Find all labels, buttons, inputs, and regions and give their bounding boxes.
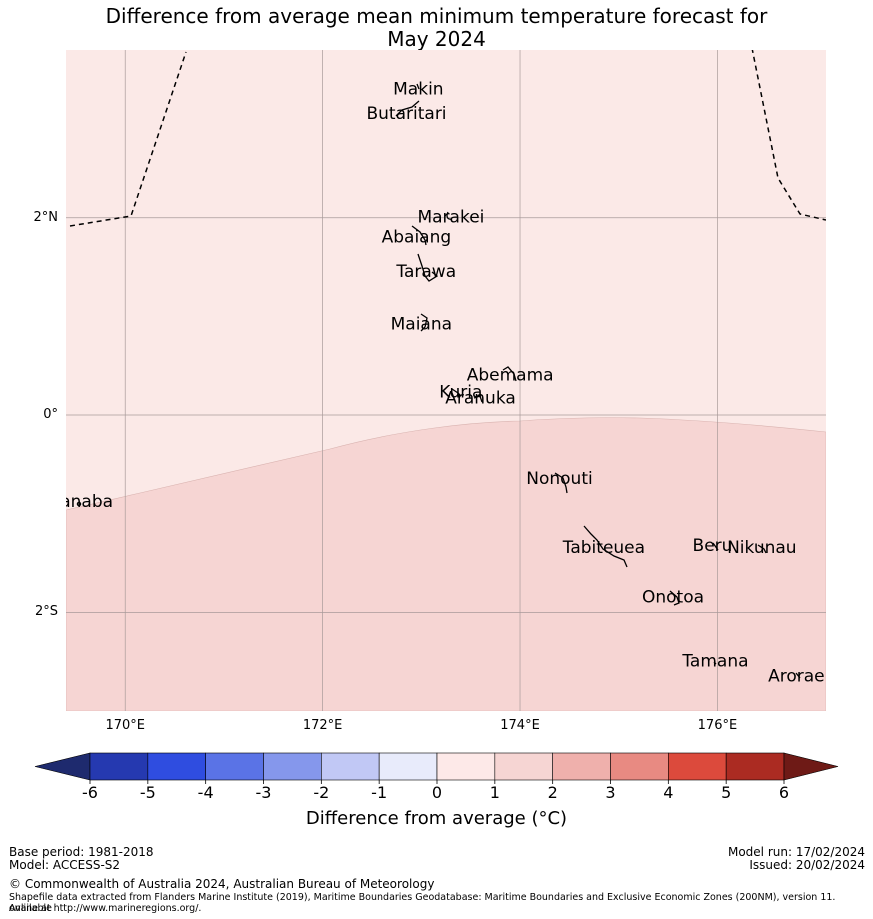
eez-boundary-west bbox=[69, 51, 187, 227]
map-title-period: May 2024 bbox=[387, 27, 486, 51]
colorbar-bin-3 bbox=[263, 752, 322, 781]
island-outline-tabiteuea bbox=[583, 525, 628, 568]
colorbar-tick-label-12: 6 bbox=[778, 783, 790, 802]
colorbar-bin-0 bbox=[89, 752, 149, 781]
colorbar-bin-6 bbox=[436, 752, 496, 781]
lon-label-170-e: 170°E bbox=[105, 718, 145, 733]
island-outline-abaiang bbox=[411, 225, 427, 246]
shapefile-credit-line2: online at http://www.marineregions.org/. bbox=[9, 903, 202, 914]
island-outline-nonouti bbox=[554, 472, 568, 494]
colorbar-bin-11 bbox=[725, 752, 785, 781]
colorbar-bin-1 bbox=[147, 752, 206, 781]
lon-label-176-e: 176°E bbox=[697, 718, 738, 733]
island-label-maiana: Maiana bbox=[391, 314, 452, 334]
island-outline-abemama bbox=[502, 366, 517, 382]
island-outline-nikunau bbox=[757, 544, 767, 554]
colorbar-bin-4 bbox=[321, 752, 380, 781]
colorbar-tick-label-1: -5 bbox=[139, 783, 156, 802]
lat-label-2-n: 2°N bbox=[33, 209, 59, 225]
colorbar-tick-label-8: 2 bbox=[547, 783, 558, 802]
lon-label-172-e: 172°E bbox=[302, 718, 343, 733]
lon-label-174-e: 174°E bbox=[500, 718, 540, 733]
colorbar-tick-label-0: -6 bbox=[82, 783, 98, 802]
eez-boundary-lines bbox=[69, 50, 826, 227]
model-run-date: Model run: 17/02/2024 bbox=[727, 845, 865, 859]
island-outline-banaba bbox=[76, 501, 82, 507]
island-label-banaba: Banaba bbox=[49, 492, 113, 512]
island-label-onotoa: Onotoa bbox=[642, 588, 704, 608]
island-label-aranuka: Aranuka bbox=[445, 388, 516, 408]
colorbar-tick-label-9: 3 bbox=[605, 783, 616, 802]
island-label-kuria: Kuria bbox=[439, 382, 482, 402]
island-outline-beru bbox=[712, 542, 719, 551]
colorbar bbox=[34, 752, 839, 784]
colorbar-tick-label-7: 1 bbox=[489, 783, 500, 802]
base-period: Base period: 1981-2018 bbox=[9, 845, 154, 859]
colorbar-bin-9 bbox=[610, 752, 669, 781]
island-label-tamana: Tamana bbox=[681, 652, 748, 672]
issued-date: Issued: 20/02/2024 bbox=[749, 858, 865, 872]
island-outline-onotoa bbox=[669, 590, 680, 606]
colorbar-tick-label-2: -4 bbox=[197, 783, 214, 802]
colorbar-tick-label-4: -2 bbox=[313, 783, 330, 802]
shapefile-credit-line1: Shapefile data extracted from Flanders M… bbox=[9, 892, 836, 914]
colorbar-bin-7 bbox=[494, 752, 553, 781]
island-label-abemama: Abemama bbox=[467, 366, 554, 386]
colorbar-tick-label-6: 0 bbox=[431, 783, 443, 802]
island-outline-kuria bbox=[451, 388, 462, 397]
island-label-tarawa: Tarawa bbox=[395, 262, 456, 282]
island-label-nonouti: Nonouti bbox=[526, 469, 592, 489]
island-label-tabiteuea: Tabiteuea bbox=[562, 538, 645, 558]
colorbar-extend-high bbox=[783, 752, 839, 781]
island-label-beru: Beru bbox=[693, 536, 733, 556]
lat-label-0: 0° bbox=[43, 407, 58, 423]
island-outline-tarawa bbox=[417, 253, 439, 282]
model-name: Model: ACCESS-S2 bbox=[9, 858, 121, 872]
graticule bbox=[66, 50, 826, 711]
copyright-notice: © Commonwealth of Australia 2024, Austra… bbox=[9, 877, 435, 891]
eez-boundary-east bbox=[751, 50, 826, 221]
island-label-arorae: Arorae bbox=[768, 666, 825, 686]
colorbar-bin-2 bbox=[205, 752, 264, 781]
colorbar-tick-label-5: -1 bbox=[371, 783, 388, 802]
colorbar-label: Difference from average (°C) bbox=[305, 808, 568, 829]
island-outline-maiana bbox=[420, 313, 428, 332]
island-label-makin: Makin bbox=[393, 79, 443, 99]
map-title: Difference from average mean minimum tem… bbox=[105, 4, 768, 28]
colorbar-extend-low bbox=[34, 752, 91, 781]
colorbar-tick-label-10: 4 bbox=[663, 783, 674, 802]
island-outline-tamana bbox=[713, 661, 717, 665]
island-label-butaritari: Butaritari bbox=[367, 104, 447, 124]
colorbar-bin-10 bbox=[668, 752, 727, 781]
island-label-nikunau: Nikunau bbox=[727, 538, 797, 558]
island-outline-arorae bbox=[795, 672, 801, 679]
colorbar-tick-label-3: -3 bbox=[255, 783, 272, 802]
colorbar-bin-5 bbox=[378, 752, 438, 781]
island-outline-aranuka bbox=[473, 395, 483, 403]
colorbar-tick-label-11: 5 bbox=[721, 783, 732, 802]
island-outline-butaritari bbox=[395, 100, 420, 117]
colorbar-bin-8 bbox=[552, 752, 611, 781]
island-outline-marakei bbox=[446, 211, 453, 220]
island-outline-makin bbox=[416, 83, 420, 90]
island-outlines bbox=[76, 83, 801, 679]
island-label-marakei: Marakei bbox=[417, 208, 484, 228]
lat-label-2-s: 2°S bbox=[34, 604, 58, 620]
island-label-abaiang: Abaiang bbox=[382, 227, 452, 247]
